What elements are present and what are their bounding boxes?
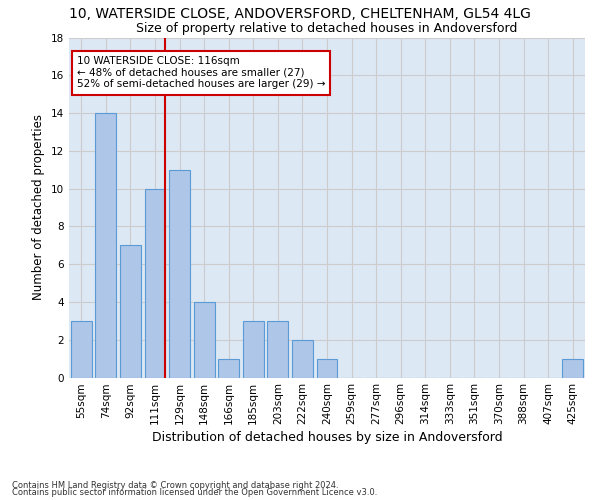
Bar (292, 340, 313, 378)
Bar (120, 246, 141, 378)
Text: Contains HM Land Registry data © Crown copyright and database right 2024.: Contains HM Land Registry data © Crown c… (12, 480, 338, 490)
X-axis label: Distribution of detached houses by size in Andoversford: Distribution of detached houses by size … (152, 432, 502, 444)
Bar (145, 188, 166, 378)
Bar (169, 170, 190, 378)
Title: Size of property relative to detached houses in Andoversford: Size of property relative to detached ho… (136, 22, 518, 35)
Bar (71, 321, 92, 378)
Bar (317, 358, 337, 378)
Text: Contains public sector information licensed under the Open Government Licence v3: Contains public sector information licen… (12, 488, 377, 497)
Bar (218, 358, 239, 378)
Bar (194, 302, 215, 378)
Y-axis label: Number of detached properties: Number of detached properties (32, 114, 46, 300)
Bar (95, 113, 116, 378)
Bar (243, 321, 264, 378)
Bar (562, 358, 583, 378)
Bar (268, 321, 289, 378)
Text: 10, WATERSIDE CLOSE, ANDOVERSFORD, CHELTENHAM, GL54 4LG: 10, WATERSIDE CLOSE, ANDOVERSFORD, CHELT… (69, 8, 531, 22)
Text: 10 WATERSIDE CLOSE: 116sqm
← 48% of detached houses are smaller (27)
52% of semi: 10 WATERSIDE CLOSE: 116sqm ← 48% of deta… (77, 56, 325, 90)
